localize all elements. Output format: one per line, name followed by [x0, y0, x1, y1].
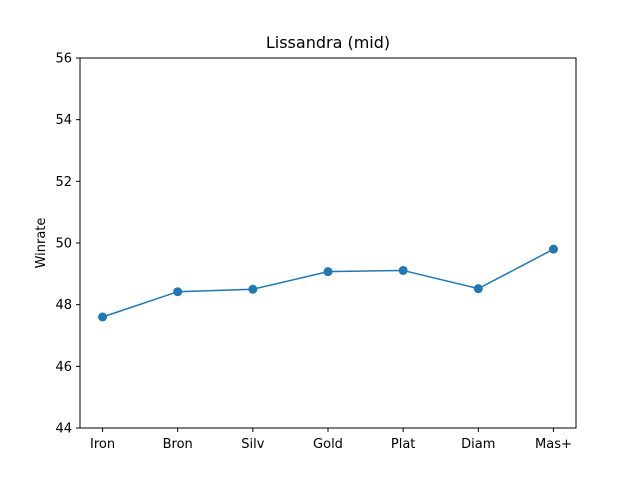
chart-title: Lissandra (mid): [266, 33, 390, 52]
y-tick-label: 52: [55, 175, 72, 190]
series-layer: [98, 244, 558, 322]
data-point: [98, 312, 108, 322]
x-axis-ticks: Iron Bron Silv Gold Plat Diam Mas+: [90, 428, 572, 452]
y-tick-label: 46: [55, 360, 72, 375]
data-point: [473, 284, 483, 294]
y-tick-label: 54: [55, 113, 72, 128]
x-tick-label: Iron: [90, 437, 115, 452]
data-point: [548, 244, 558, 254]
x-tick-label: Bron: [163, 437, 193, 452]
x-tick-label: Plat: [391, 437, 416, 452]
x-tick-label: Diam: [461, 437, 495, 452]
y-axis-ticks: 44 46 48 50 52 54 56: [55, 52, 80, 437]
data-point: [398, 265, 408, 275]
data-point: [248, 284, 258, 294]
x-tick-label: Mas+: [535, 437, 572, 452]
plot-area: [80, 58, 576, 428]
y-tick-label: 44: [55, 422, 72, 437]
y-tick-label: 50: [55, 237, 72, 252]
data-point: [323, 267, 333, 277]
plot-frame: [79, 57, 577, 429]
y-tick-label: 56: [55, 52, 72, 67]
y-axis-label: Winrate: [34, 218, 49, 269]
data-point: [173, 287, 183, 297]
x-tick-label: Gold: [313, 437, 343, 452]
x-tick-label: Silv: [241, 437, 264, 452]
y-tick-label: 48: [55, 298, 72, 313]
